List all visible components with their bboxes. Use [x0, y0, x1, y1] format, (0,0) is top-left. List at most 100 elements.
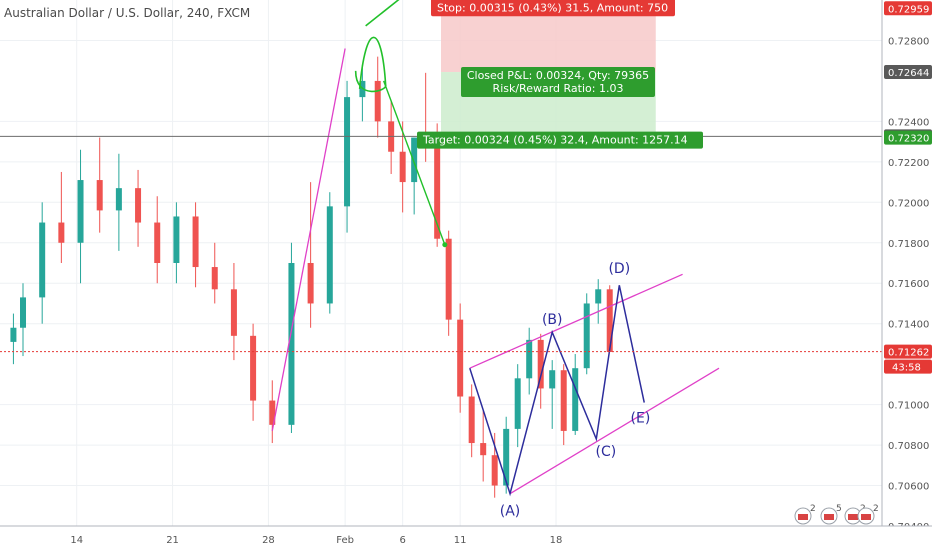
closed-pnl-box: [461, 67, 655, 98]
flag-stripe-0: [798, 514, 808, 520]
candle-body-29: [480, 443, 487, 456]
candle-body-32: [514, 378, 521, 429]
candle-body-18: [344, 97, 351, 207]
countdown-label: 43:58: [892, 363, 921, 374]
candle-body-12: [230, 289, 237, 336]
candle-body-23: [411, 137, 418, 183]
candle-body-14: [269, 400, 276, 425]
closed-pnl-line2: Risk/Reward Ratio: 1.03: [493, 82, 624, 95]
candle-body-11: [211, 267, 218, 290]
wave-label-0: (A): [500, 504, 521, 520]
candle-body-26: [445, 238, 452, 320]
time-tick-label-1: 21: [166, 535, 179, 546]
time-tick-label-3: Feb: [336, 535, 354, 546]
time-axis[interactable]: 14 21 28 Feb 6 11 18: [0, 525, 932, 550]
price-tick-label-4: 0.71800: [888, 239, 929, 250]
candle-body-13: [250, 335, 257, 401]
candle-body-33: [526, 339, 533, 379]
candle-body-4: [77, 180, 84, 243]
price-tick-label-5: 0.71600: [888, 279, 929, 290]
candle-body-15: [288, 263, 295, 425]
target-label: Target: 0.00324 (0.45%) 32.4, Amount: 12…: [422, 134, 688, 147]
candle-body-22: [399, 151, 406, 183]
candle-body-30: [491, 455, 498, 486]
countdown-tag: [884, 359, 932, 374]
drawings: [271, 0, 720, 497]
price-tick-label-0: 0.72800: [888, 36, 929, 47]
price-tick-label-1: 0.72400: [888, 117, 929, 128]
price-axis-bg: [882, 0, 932, 550]
h-lines: [0, 135, 882, 353]
candle-body-16: [307, 263, 314, 304]
time-tick-label-2: 28: [262, 535, 275, 546]
price-tag-label-0: 0.72959: [888, 4, 929, 15]
event-flags[interactable]: 2522: [794, 504, 879, 525]
closed-pnl-line1: Closed P&L: 0.00324, Qty: 79365: [467, 69, 649, 82]
candle-body-0: [10, 327, 17, 342]
stop-label: Stop: 0.00315 (0.43%) 31.5, Amount: 750: [437, 1, 668, 14]
candle-body-20: [374, 80, 381, 122]
candle-body-27: [457, 319, 464, 397]
candle-body-36: [560, 370, 567, 431]
price-tag-3: [884, 130, 932, 145]
stop-label-box: [431, 0, 675, 17]
green-arc-tail: [365, 0, 400, 27]
candle-body-5: [96, 180, 103, 211]
price-axis[interactable]: 0.72800 0.72400 0.72200 0.72000 0.71800 0.716…: [881, 0, 932, 550]
wave-labels: (A) (B) (C) (D) (E): [500, 261, 651, 519]
price-tag-4: [884, 344, 932, 359]
green-arc: [354, 36, 387, 93]
candle-body-28: [468, 396, 475, 444]
time-tick-label-5: 11: [454, 535, 467, 546]
flag-count-0: 2: [810, 504, 816, 514]
flag-stripe-1: [824, 514, 834, 520]
price-tick-label-9: 0.70600: [888, 482, 929, 493]
candle-body-1: [20, 297, 27, 328]
flag-stripe-2: [848, 514, 858, 520]
price-tag-1: [884, 65, 932, 80]
candle-body-9: [173, 216, 180, 263]
candle-body-25: [434, 141, 441, 239]
candle-body-35: [549, 370, 556, 389]
green-trend-end: [442, 242, 448, 248]
candle-body-7: [135, 188, 142, 223]
price-tag-label-1: 0.72644: [888, 68, 929, 79]
price-tick-label-8: 0.70800: [888, 441, 929, 452]
candle-body-39: [595, 289, 602, 304]
time-tick-label-6: 18: [550, 535, 563, 546]
green-trend-line: [382, 80, 446, 246]
wave-path: [469, 285, 645, 497]
wave-label-4: (E): [631, 411, 651, 427]
price-tag-label-3: 0.72320: [888, 134, 929, 145]
price-tick-label-3: 0.72000: [888, 198, 929, 209]
price-tick-label-2: 0.72200: [888, 158, 929, 169]
price-tick-label-6: 0.71400: [888, 320, 929, 331]
candle-body-2: [39, 222, 46, 298]
channel-upper-line: [469, 273, 683, 369]
trade-labels: Stop: 0.00315 (0.43%) 31.5, Amount: 750 C…: [417, 0, 703, 149]
channel-lower-line: [509, 367, 720, 495]
candle-body-31: [503, 428, 510, 486]
flag-stripe-3: [861, 514, 871, 520]
candle-body-37: [572, 368, 579, 431]
flag-count-1: 5: [836, 504, 842, 514]
time-tick-label-4: 6: [399, 535, 405, 546]
target-label-box: [417, 131, 703, 149]
candle-body-17: [326, 206, 333, 304]
candle-body-38: [583, 303, 590, 369]
flag-count-3: 2: [873, 504, 879, 514]
candle-body-10: [192, 216, 199, 268]
candle-body-40: [606, 289, 613, 353]
price-tag-label-4: 0.71262: [888, 348, 929, 359]
pink-rally-line: [271, 48, 346, 432]
candle-body-34: [537, 339, 544, 389]
wave-label-3: (D): [608, 261, 630, 277]
price-tag-0: [884, 1, 932, 16]
wave-label-2: (C): [596, 444, 617, 460]
candle-body-3: [58, 222, 65, 243]
stop-zone: [441, 8, 656, 73]
chart-title: Australian Dollar / U.S. Dollar, 240, FX…: [4, 6, 250, 20]
candle-body-8: [154, 222, 161, 263]
time-tick-label-0: 14: [70, 535, 83, 546]
